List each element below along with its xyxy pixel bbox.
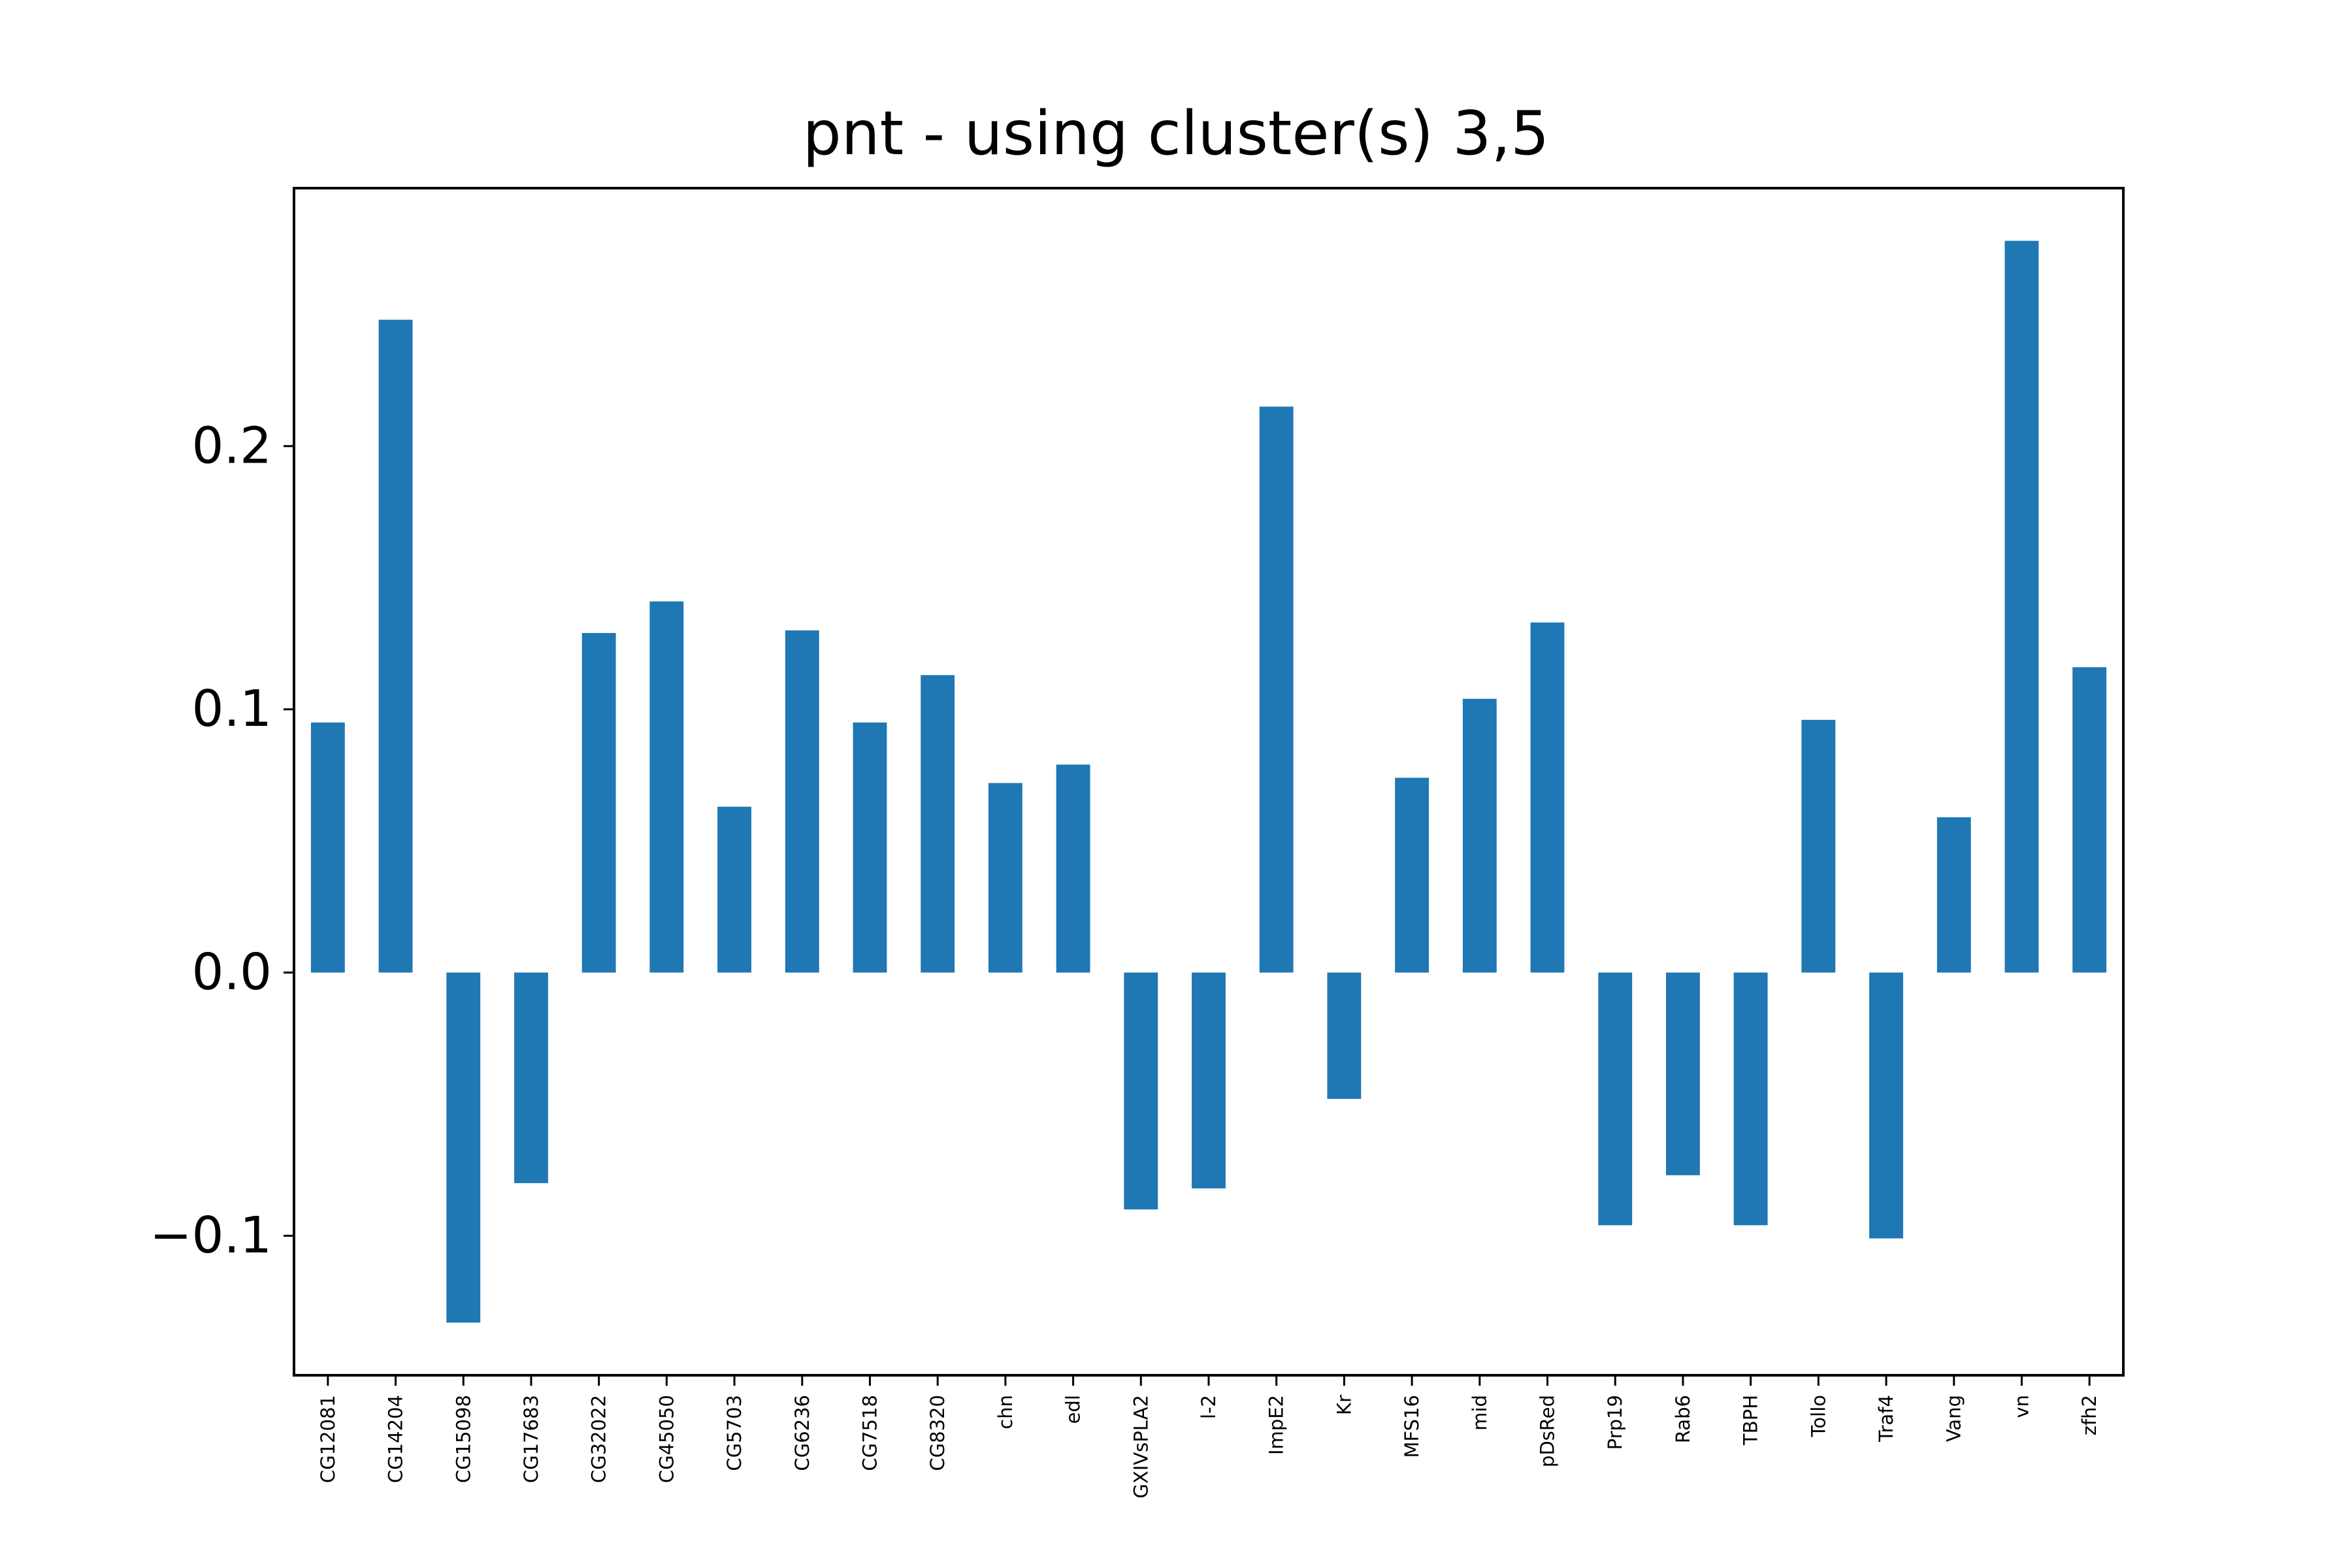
x-tick-label: CG32022 (588, 1395, 610, 1483)
x-tick-label: Rab6 (1672, 1395, 1694, 1443)
bar-zfh2 (2072, 667, 2107, 973)
x-tick-label: mid (1469, 1395, 1491, 1431)
bar-Kr (1327, 972, 1362, 1099)
bar-CG12081 (310, 722, 345, 973)
y-tick-label: 0.1 (192, 680, 272, 738)
x-tick-label: CG17683 (520, 1395, 542, 1483)
bar-CG17683 (514, 972, 548, 1183)
x-tick-label: GXIVsPLA2 (1130, 1395, 1152, 1498)
x-tick-label: TBPH (1740, 1395, 1762, 1446)
x-tick-label: Tollo (1807, 1395, 1829, 1437)
x-tick-label: MFS16 (1401, 1395, 1423, 1458)
bar-CG14204 (378, 319, 413, 973)
x-tick-label: CG7518 (858, 1395, 881, 1471)
y-tick-label: −0.1 (150, 1207, 272, 1265)
bar-Vang (1936, 817, 1971, 973)
bar-MFS16 (1395, 777, 1429, 973)
bar-ImpE2 (1259, 406, 1294, 973)
x-tick-label: CG5703 (723, 1395, 745, 1471)
bar-pDsRed (1530, 622, 1565, 973)
y-tick-label: 0.2 (192, 417, 272, 475)
bar-mid (1462, 698, 1497, 973)
bar-CG6236 (785, 630, 819, 973)
x-tick-label: CG12081 (317, 1395, 339, 1483)
x-tick-label: CG8320 (926, 1395, 949, 1471)
bar-CG32022 (581, 632, 616, 973)
bars-layer (310, 240, 2107, 1323)
bar-edl (1056, 764, 1090, 973)
x-tick-label: zfh2 (2078, 1395, 2100, 1435)
x-tick-label: ImpE2 (1266, 1395, 1288, 1455)
y-axis: −0.1 0.0 0.1 0.2 (150, 417, 294, 1265)
bar-CG15098 (446, 972, 481, 1323)
x-tick-label: Vang (1943, 1395, 1965, 1442)
x-tick-label: vn (2010, 1395, 2033, 1418)
bar-Traf4 (1869, 972, 1903, 1239)
x-tick-label: edl (1062, 1395, 1085, 1424)
bar-Tollo (1801, 719, 1836, 973)
bar-CG45050 (649, 601, 684, 973)
x-tick-label: Prp19 (1604, 1395, 1626, 1450)
bar-TBPH (1733, 972, 1768, 1226)
bar-GXIVsPLA2 (1124, 972, 1158, 1210)
x-tick-label: Traf4 (1875, 1395, 1897, 1443)
bar-Prp19 (1598, 972, 1633, 1226)
x-tick-label: Kr (1333, 1395, 1355, 1415)
x-tick-label: chn (994, 1395, 1017, 1429)
plot-area-frame (293, 187, 2125, 1377)
y-tick-label: 0.0 (192, 943, 272, 1002)
bar-CG8320 (921, 675, 955, 973)
bar-Rab6 (1666, 972, 1700, 1175)
bar-chn (988, 783, 1022, 973)
chart-title: pnt - using cluster(s) 3,5 (803, 98, 1550, 169)
x-tick-label: CG6236 (791, 1395, 813, 1471)
x-tick-label: CG14204 (385, 1395, 407, 1483)
bar-CG7518 (853, 722, 887, 973)
bar-vn (2004, 240, 2039, 973)
bar-CG5703 (717, 806, 751, 973)
bar-l-2 (1192, 972, 1226, 1188)
x-axis: CG12081 CG14204 CG15098 CG17683 CG32022 CG450… (317, 1375, 2100, 1498)
x-tick-label: CG45050 (655, 1395, 678, 1483)
x-tick-label: l-2 (1198, 1395, 1220, 1419)
x-tick-label: CG15098 (452, 1395, 474, 1483)
x-tick-label: pDsRed (1537, 1395, 1559, 1467)
